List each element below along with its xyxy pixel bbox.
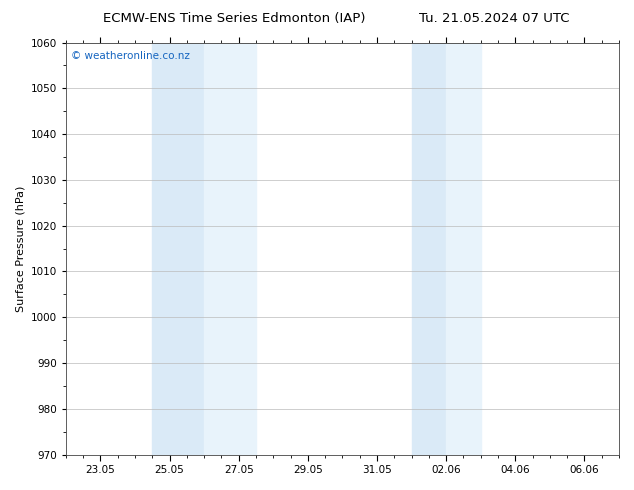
- Text: ECMW-ENS Time Series Edmonton (IAP): ECMW-ENS Time Series Edmonton (IAP): [103, 12, 366, 25]
- Bar: [204, 43, 256, 455]
- Bar: [446, 43, 481, 455]
- Bar: [411, 43, 446, 455]
- Y-axis label: Surface Pressure (hPa): Surface Pressure (hPa): [15, 185, 25, 312]
- Bar: [152, 43, 204, 455]
- Text: Tu. 21.05.2024 07 UTC: Tu. 21.05.2024 07 UTC: [419, 12, 570, 25]
- Text: © weatheronline.co.nz: © weatheronline.co.nz: [72, 51, 190, 61]
